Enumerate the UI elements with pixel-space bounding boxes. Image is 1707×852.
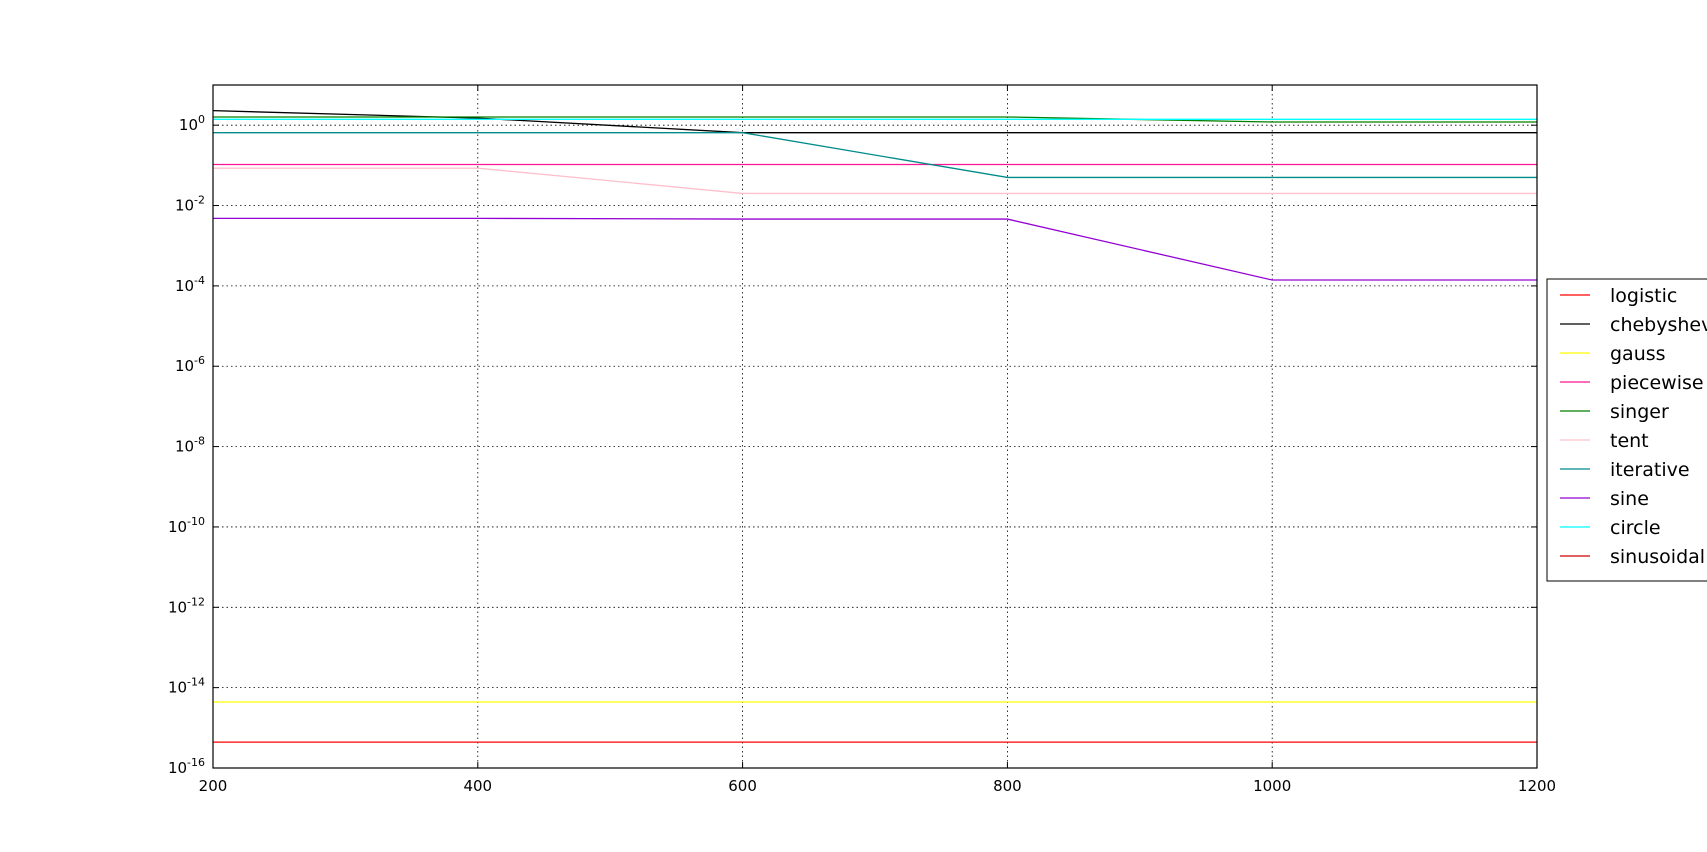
- y-tick-label: 10-8: [175, 435, 205, 456]
- x-tick-label: 600: [728, 777, 757, 795]
- legend-label-singer: singer: [1610, 401, 1669, 423]
- legend-label-sine: sine: [1610, 488, 1649, 510]
- legend-label-circle: circle: [1610, 517, 1661, 539]
- series-line-iterative: [213, 132, 1537, 179]
- legend-label-iterative: iterative: [1610, 459, 1690, 481]
- series-lines: [212, 109, 1537, 743]
- legend-label-sinusoidal: sinusoidal: [1610, 546, 1705, 568]
- x-tick-label: 800: [993, 777, 1022, 795]
- x-tick-label: 1200: [1518, 777, 1556, 795]
- y-tick-label: 10-6: [175, 354, 205, 375]
- legend-box: [1546, 278, 1707, 582]
- legend-label-chebyshev: chebyshev: [1610, 314, 1707, 336]
- series-line-singer: [213, 116, 1537, 123]
- y-tick-label: 10-12: [168, 595, 205, 616]
- tick-labels: 200 400 600 800 1000 1200 100 10-2 10-4 10-6 10-8 1…: [168, 113, 1556, 795]
- y-tick-label: 10-2: [175, 194, 205, 215]
- series-line-tent: [213, 167, 1537, 195]
- grid: [213, 85, 1537, 768]
- tick-marks: [212, 85, 1538, 769]
- y-tick-label: 10-4: [175, 274, 205, 295]
- y-tick-label: 100: [179, 113, 205, 134]
- y-tick-label: 10-10: [168, 515, 205, 536]
- plot-frame: [212, 84, 1538, 769]
- x-tick-label: 200: [199, 777, 228, 795]
- legend-label-tent: tent: [1610, 430, 1649, 452]
- series-line-sine: [213, 217, 1537, 281]
- legend-label-gauss: gauss: [1610, 343, 1666, 365]
- x-tick-label: 1000: [1253, 777, 1291, 795]
- y-tick-label: 10-14: [168, 676, 205, 697]
- legend-label-logistic: logistic: [1610, 285, 1677, 307]
- y-tick-label: 10-16: [168, 756, 205, 777]
- x-tick-label: 400: [463, 777, 492, 795]
- legend-label-piecewise: piecewise: [1610, 372, 1704, 394]
- legend: logistic chebyshev gauss piecewise singer ten…: [1546, 278, 1707, 582]
